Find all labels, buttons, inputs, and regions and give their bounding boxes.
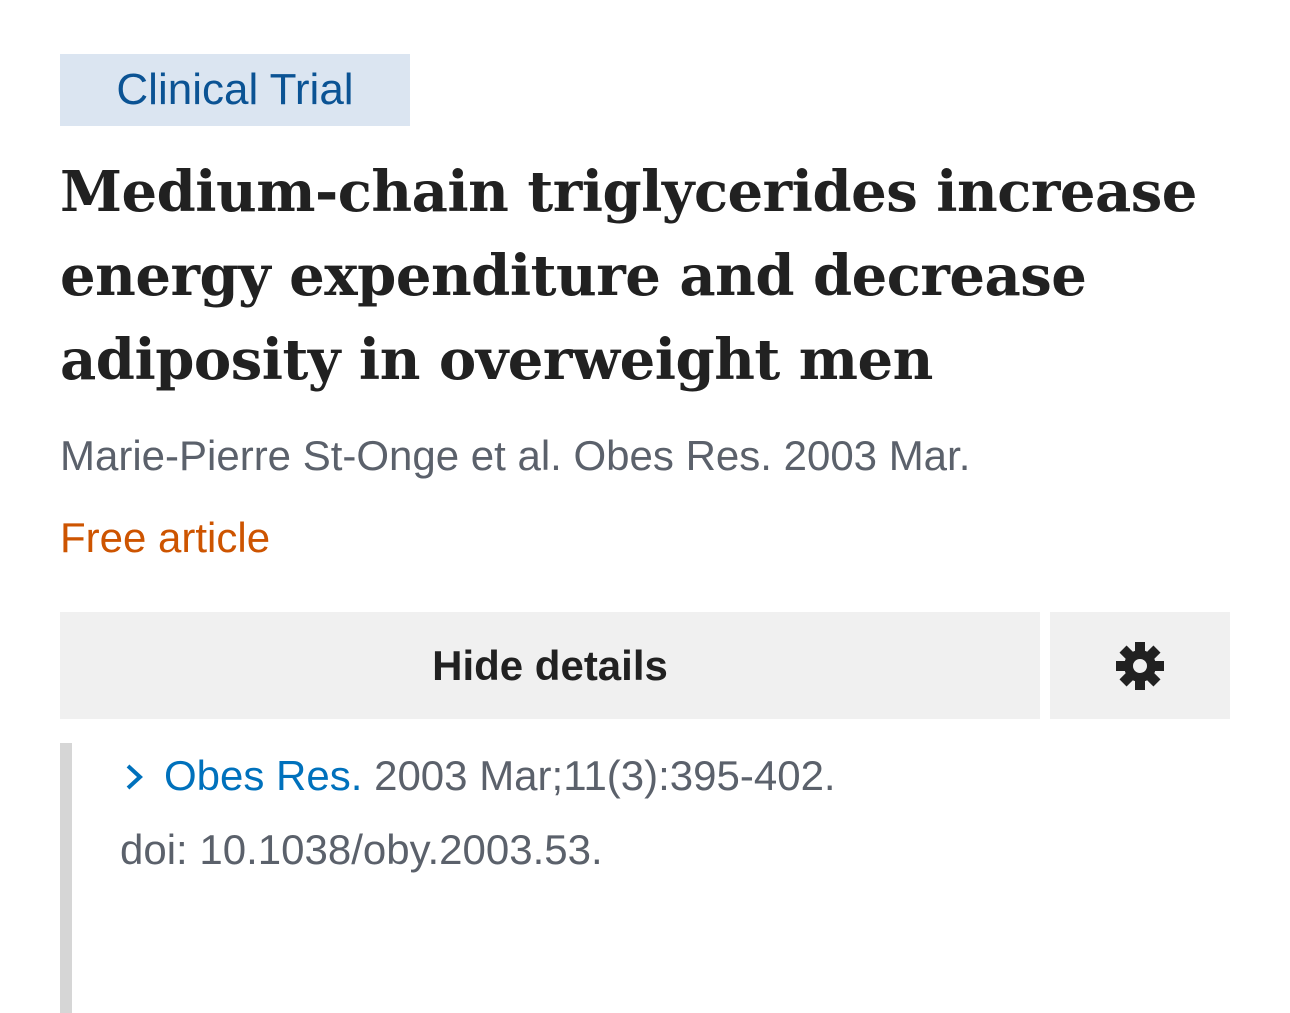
reference: 2003 Mar;11(3):395-402. bbox=[374, 752, 836, 799]
details-border bbox=[60, 743, 72, 1013]
gear-icon bbox=[1116, 642, 1164, 690]
free-label: Free article bbox=[60, 514, 271, 561]
citation: Marie-Pierre St-Onge et al. Obes Res. 20… bbox=[60, 432, 971, 479]
article-title[interactable]: Medium-chain triglycerides increase ener… bbox=[60, 159, 1197, 393]
chevron bbox=[126, 764, 143, 790]
settings-button[interactable] bbox=[1050, 612, 1230, 719]
journal-link[interactable]: Obes Res. bbox=[164, 752, 363, 799]
journal-line: Obes Res. 2003 Mar;11(3):395-402. bbox=[120, 752, 836, 800]
badge: Clinical Trial bbox=[60, 54, 410, 126]
details-button[interactable]: Hide details bbox=[60, 612, 1040, 719]
doi: doi: 10.1038/oby.2003.53. bbox=[120, 826, 603, 873]
